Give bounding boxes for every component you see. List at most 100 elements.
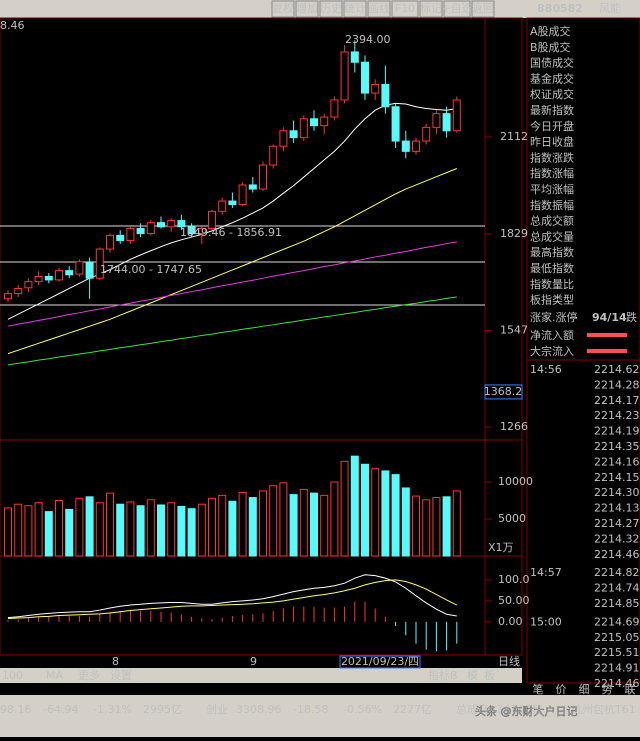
volume-bar <box>24 505 33 557</box>
panel-label: 指数涨幅 <box>530 166 574 180</box>
button-label[interactable]: 标记 <box>420 1 442 15</box>
status-item: 创业 <box>206 703 228 716</box>
button[interactable] <box>443 0 471 18</box>
candle-body <box>157 222 165 228</box>
status-item: 总成交 <box>456 702 489 716</box>
tick-time: 15:00 <box>530 615 562 628</box>
tab[interactable]: 100 <box>2 669 23 682</box>
macd-line <box>7 574 457 619</box>
chart-frame <box>0 17 523 656</box>
candle-body <box>289 130 298 139</box>
status-item: 10768亿 <box>497 703 543 716</box>
tick-price: 2214.13 <box>594 502 640 515</box>
tab[interactable]: 设置 <box>110 669 132 682</box>
button[interactable] <box>367 0 391 18</box>
candle-body <box>248 184 257 190</box>
tab-bar <box>0 668 522 683</box>
tick-price: 2215.05 <box>594 631 640 644</box>
candle-body <box>401 140 410 152</box>
volume-bar <box>177 505 186 557</box>
candle-body <box>34 275 43 283</box>
panel-label: 指数量比 <box>530 277 574 291</box>
volume-bar <box>442 496 451 557</box>
tick-time: 14:57 <box>530 566 562 579</box>
panel-tab[interactable]: 细 <box>579 683 590 696</box>
y-tick-label: 50.00 <box>498 594 530 607</box>
tick-price: 2214.23 <box>594 409 640 422</box>
candle-body <box>371 84 380 94</box>
candle-body <box>269 145 278 166</box>
volume-bar <box>422 499 431 557</box>
volume-bar <box>289 494 298 557</box>
volume-bar <box>432 497 441 557</box>
volume-bar <box>269 485 278 557</box>
tab[interactable]: MA <box>46 669 63 682</box>
y-tick-label: 2112 <box>500 130 528 143</box>
candle-body <box>4 293 12 300</box>
tab[interactable]: 指标B <box>428 668 458 682</box>
ma-line <box>7 168 457 355</box>
tick-price: 2214.28 <box>594 378 640 391</box>
candle-body <box>299 118 308 139</box>
volume-bar <box>218 494 227 557</box>
panel-tab[interactable]: 势 <box>602 683 613 696</box>
button-label[interactable]: 统计 <box>344 2 366 15</box>
button[interactable] <box>419 0 443 18</box>
tab[interactable]: 板 <box>484 668 495 682</box>
status-item: 3308.96 <box>236 703 282 716</box>
y-tick-label: 0.00 <box>498 615 523 628</box>
candle-body <box>381 84 390 108</box>
x-tick-label: 9 <box>250 655 257 668</box>
button[interactable] <box>319 0 343 18</box>
status-item: 2277亿 <box>393 703 432 716</box>
price-marker-label: 1368.2 <box>484 385 523 398</box>
price-marker <box>484 384 523 400</box>
button-label[interactable]: +自选 <box>441 2 472 15</box>
button-label[interactable]: 画线 <box>368 1 390 15</box>
volume-bar <box>167 502 176 557</box>
status-item: -1.31% <box>93 703 132 716</box>
button[interactable] <box>295 0 319 18</box>
tick-price: 2214.15 <box>594 471 640 484</box>
candle-body <box>228 200 237 205</box>
candle-body <box>238 184 247 205</box>
button-label[interactable]: 复权 <box>272 1 294 15</box>
code: 880582 <box>537 2 583 15</box>
button-label[interactable]: 历史 <box>320 2 342 15</box>
panel-label: 大宗流入 <box>530 344 574 358</box>
tick-price: 2214.91 <box>594 662 640 675</box>
panel-label: 昨日收盘 <box>530 135 574 149</box>
volume-bar <box>4 507 12 557</box>
volume-bar <box>259 490 267 557</box>
button[interactable] <box>391 0 419 18</box>
button[interactable] <box>343 0 367 18</box>
panel-label: 平均涨幅 <box>530 183 574 196</box>
volume-bar <box>136 505 145 557</box>
volume-bar <box>248 497 257 557</box>
button[interactable] <box>271 0 295 18</box>
candle-body <box>320 116 329 127</box>
tick-price: 2214.82 <box>594 566 640 579</box>
tick-price: 2214.69 <box>594 615 640 628</box>
tab[interactable]: 更多 <box>78 668 100 682</box>
tick-price: 2214.46 <box>594 548 640 561</box>
tab[interactable]: 模 <box>467 669 478 682</box>
panel-tab[interactable]: 价 <box>556 683 567 696</box>
candle-body <box>350 51 359 63</box>
candle-body <box>330 99 339 118</box>
panel-label: 指数涨跌 <box>530 150 574 164</box>
button-label[interactable]: 返回 <box>472 2 494 15</box>
candle-body <box>361 61 369 94</box>
panel-label: 净流入额 <box>530 328 574 342</box>
candle-body <box>442 113 451 132</box>
candle-body <box>279 130 288 147</box>
panel-tab[interactable]: 联 <box>625 683 636 696</box>
date-label: 2021/09/23/四 <box>341 655 419 668</box>
period: 日线 <box>498 654 520 668</box>
button[interactable] <box>471 0 495 18</box>
panel-tab[interactable]: 笔 <box>533 682 544 696</box>
button-label[interactable]: F10 <box>395 2 415 15</box>
button-label[interactable]: 增加 <box>296 1 318 15</box>
y-tick-label: 1266 <box>500 420 528 433</box>
